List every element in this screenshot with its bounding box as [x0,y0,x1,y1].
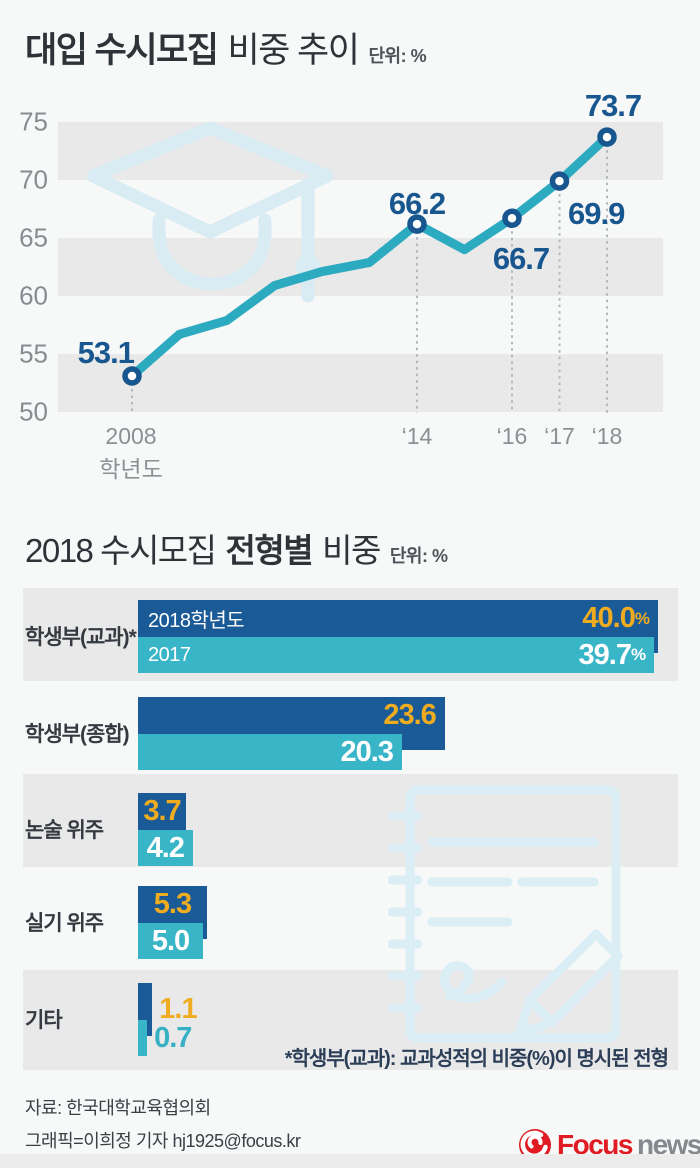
chart1-title: 대입 수시모집 비중 추이 단위: % [25,22,427,73]
point-value-label: 69.9 [568,196,625,231]
bar-2017 [138,637,655,673]
chart1-unit-label: 단위: % [368,46,427,66]
bar-2017 [138,923,203,959]
category-label: 논술 위주 [25,819,104,842]
point-value-label: 66.7 [492,241,550,276]
bar-2017 [138,830,193,866]
chart2-title: 2018 수시모집 전형별 비중 단위: % [25,524,448,572]
y-axis-tick-label: 50 [19,396,48,427]
bar-2017 [138,1020,148,1056]
x-axis-tick-label: ‘18 [591,423,623,449]
value-2018: 23.6 [383,699,436,731]
value-2017: 20.3 [340,735,393,768]
x-axis-tick-label: ‘17 [544,423,575,449]
value-2017: 4.2 [146,831,185,864]
data-point-marker [502,208,522,229]
category-label: 학생부(종합) [25,723,130,746]
chart2-title-pre: 2018 수시모집 [25,532,217,569]
y-axis-tick-label: 75 [19,106,48,137]
chart2-unit-label: 단위: % [389,546,448,566]
line-chart [122,127,617,413]
y-axis-tick-label: 60 [19,280,48,311]
credit-line: 그래픽=이희정 기자 hj1925@focus.kr [25,1131,301,1151]
value-2018: 5.3 [153,888,192,920]
x-axis-tick-label: ‘14 [401,423,433,449]
y-axis-tick-label: 55 [19,338,48,369]
data-point-marker [549,171,570,191]
category-label: 기타 [25,1009,63,1032]
point-value-label: 53.1 [77,335,135,370]
value-2018: 40.0% [582,602,650,634]
legend-label-2017: 2017 [148,643,191,666]
source-line: 자료: 한국대학교육협의회 [25,1098,211,1118]
point-value-label: 66.2 [388,186,446,221]
point-value-label: 73.7 [584,88,642,123]
bottom-strip [0,1154,700,1168]
data-point-marker [407,214,427,234]
data-point-marker [122,366,142,386]
y-axis-tick-label: 70 [19,164,48,195]
category-label: 실기 위주 [25,912,104,935]
rowband-5 [23,970,678,1070]
gridband-50-55 [58,354,663,412]
value-2018: 3.7 [143,795,181,827]
y-axis-tick-label: 65 [19,222,48,253]
percent-sign: % [634,608,650,628]
value-2017: 5.0 [151,924,190,957]
legend-label-2018: 2018학년도 [148,610,245,632]
notebook-pencil-watermark-icon [388,785,623,1043]
chart1-title-bold: 대입 수시모집 [25,31,219,70]
percent-sign: % [630,645,646,664]
x-tick-2008-sub: 학년도 [99,456,163,482]
category-label: 학생부(교과)* [25,626,137,649]
value-2017: 0.7 [154,1021,192,1054]
trend-line [127,132,612,381]
value-2018: 1.1 [159,993,197,1025]
bar-2017 [138,734,402,770]
focus-news-logo-icon [519,1129,551,1161]
chart2-title-post: 비중 [322,532,381,569]
footnote: *학생부(교과): 교과성적의 비중(%)이 명시된 전형 [284,1048,669,1070]
x-tick-2008: 2008 [105,423,157,449]
data-point-marker [597,127,617,147]
chart1-title-rest: 비중 추이 [227,31,360,70]
x-axis-tick-label: ‘16 [496,423,528,449]
chart2-title-bold: 전형별 [225,532,314,569]
value-2017: 39.7% [578,638,647,671]
